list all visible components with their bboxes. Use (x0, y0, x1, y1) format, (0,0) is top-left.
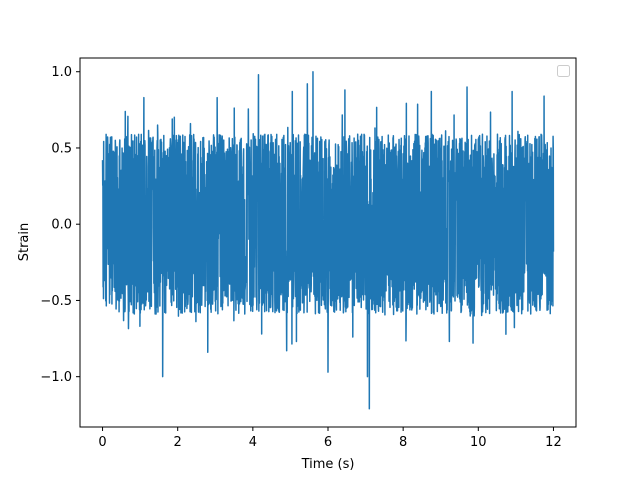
x-tick-label: 0 (98, 435, 106, 450)
y-tick-label: −1.0 (40, 370, 72, 385)
series-line (101, 70, 555, 410)
plot-area-frame (79, 57, 577, 428)
y-tick-label: −0.5 (40, 294, 72, 309)
x-tick-label: 2 (174, 435, 182, 450)
y-tick-label: 0.0 (51, 218, 72, 233)
y-tick-label: 0.5 (51, 141, 72, 156)
x-tick-label: 12 (545, 435, 562, 450)
x-tick-label: 4 (249, 435, 257, 450)
legend-box (557, 65, 570, 77)
x-tick-label: 10 (470, 435, 487, 450)
x-axis-label: Time (s) (301, 457, 355, 472)
y-tick-label: 1.0 (51, 65, 72, 80)
series-layer (101, 70, 555, 410)
x-axis-ticks: 0 2 4 6 8 10 12 (98, 427, 562, 450)
y-axis-label: Strain (17, 223, 32, 262)
y-axis-ticks: 1.0 0.5 0.0 −0.5 −1.0 (40, 65, 80, 385)
x-tick-label: 6 (324, 435, 332, 450)
x-tick-label: 8 (399, 435, 407, 450)
